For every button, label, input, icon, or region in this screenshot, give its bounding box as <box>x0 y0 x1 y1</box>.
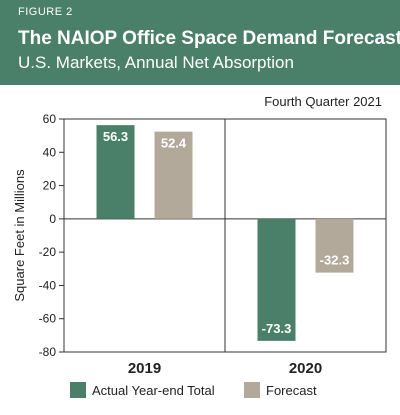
y-axis-label: Square Feet in Millions <box>12 169 27 302</box>
chart-header: FIGURE 2 The NAIOP Office Space Demand F… <box>0 0 400 85</box>
bar-value-label: 52.4 <box>161 136 187 151</box>
bar-actual-2019 <box>96 125 135 219</box>
legend-label: Forecast <box>266 383 317 398</box>
legend-swatch <box>244 382 260 398</box>
y-tick-label: -80 <box>39 345 57 359</box>
legend-label: Actual Year-end Total <box>92 383 215 398</box>
y-tick-label: -20 <box>39 245 57 259</box>
bar-forecast-2019 <box>154 131 193 219</box>
chart-subtitle: U.S. Markets, Annual Net Absorption <box>18 53 294 72</box>
y-tick-label: 60 <box>43 112 57 126</box>
period-label: Fourth Quarter 2021 <box>264 94 382 109</box>
y-tick-label: 0 <box>49 212 56 226</box>
chart-title: The NAIOP Office Space Demand Forecast <box>18 28 400 49</box>
bar-forecast-2020 <box>315 218 354 273</box>
bar-actual-2020 <box>257 218 296 341</box>
figure-label: FIGURE 2 <box>18 6 73 18</box>
y-tick-label: -60 <box>39 312 57 326</box>
bar-value-label: -73.3 <box>262 321 292 336</box>
bar-value-label: -32.3 <box>320 253 350 268</box>
legend-swatch <box>70 382 86 398</box>
y-tick-label: 40 <box>43 145 57 159</box>
y-tick-label: 20 <box>43 179 57 193</box>
y-tick-label: -40 <box>39 278 57 292</box>
category-label: 2020 <box>289 360 322 377</box>
category-label: 2019 <box>128 360 161 377</box>
bar-value-label: 56.3 <box>103 129 128 144</box>
